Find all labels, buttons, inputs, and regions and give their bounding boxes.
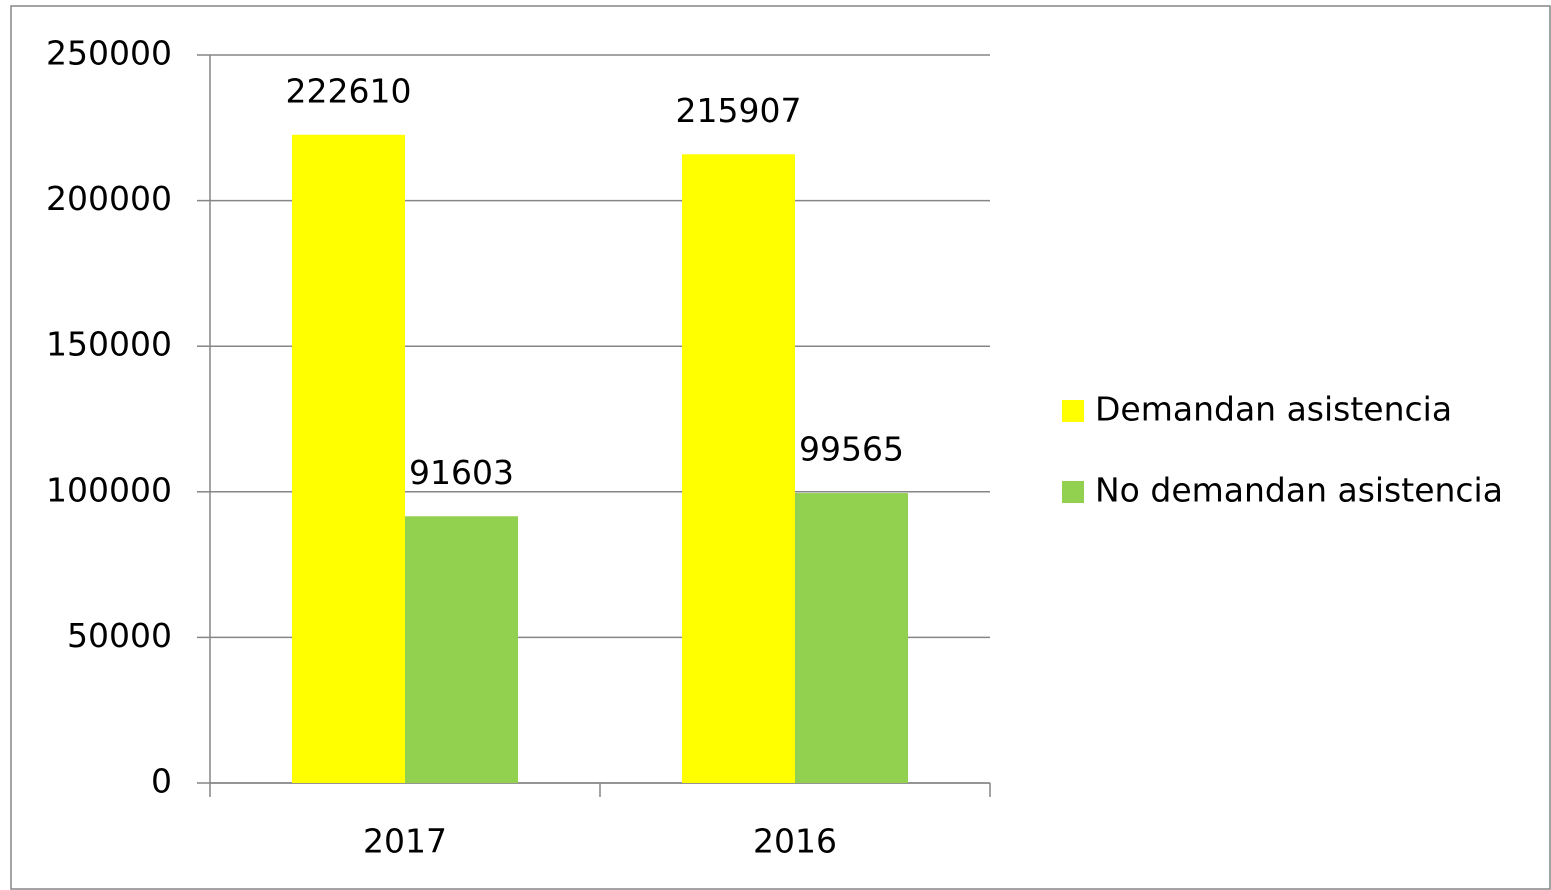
- y-tick-label: 150000: [46, 325, 172, 364]
- legend-label: Demandan asistencia: [1095, 390, 1452, 429]
- y-tick-label: 200000: [46, 179, 172, 218]
- data-label: 99565: [799, 430, 904, 469]
- y-tick-label: 0: [151, 762, 172, 801]
- legend-swatch: [1062, 400, 1084, 422]
- y-tick-label: 50000: [67, 616, 172, 655]
- bar: [795, 493, 908, 783]
- bar: [292, 134, 405, 784]
- bar: [405, 516, 518, 783]
- x-tick-label: 2017: [363, 822, 447, 861]
- y-tick-label: 250000: [46, 34, 172, 73]
- legend-swatch: [1062, 481, 1084, 503]
- data-label: 91603: [409, 453, 514, 492]
- bar: [682, 154, 795, 783]
- data-label: 215907: [676, 91, 802, 130]
- data-label: 222610: [286, 71, 412, 110]
- x-tick-label: 2016: [753, 822, 837, 861]
- y-tick-label: 100000: [46, 470, 172, 509]
- legend-label: No demandan asistencia: [1095, 471, 1503, 510]
